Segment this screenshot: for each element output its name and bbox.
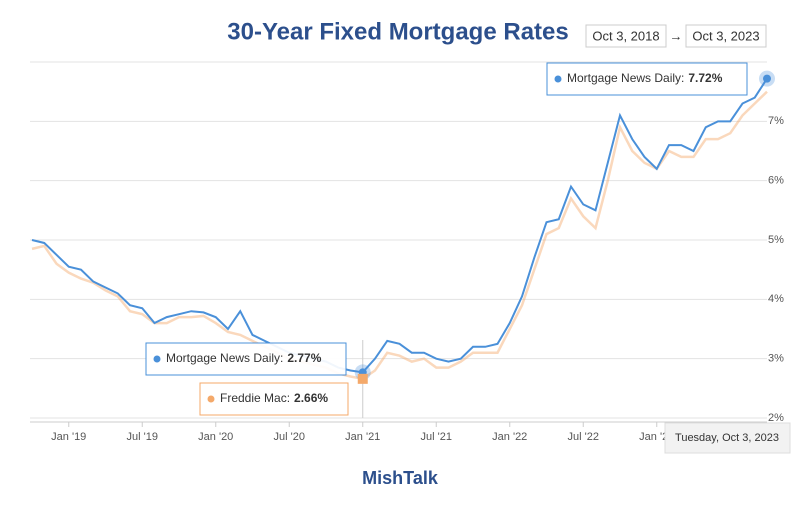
tooltip-text: Freddie Mac: 2.66%: [220, 391, 328, 405]
x-tick-label: Jan '19: [51, 431, 86, 443]
tooltip-text: Mortgage News Daily: 7.72%: [567, 71, 723, 85]
tooltip-dot: [207, 395, 215, 403]
tooltip-label: Mortgage News Daily:: [567, 71, 684, 85]
tooltip-value: 2.77%: [287, 351, 321, 365]
tooltip-box: [199, 382, 349, 416]
tooltip-label: Mortgage News Daily:: [166, 351, 283, 365]
x-tick-label: Jan '21: [345, 431, 380, 443]
x-tick-label: Jan '20: [198, 431, 233, 443]
hover-marker: [763, 74, 771, 83]
y-tick-label: 6%: [768, 175, 784, 187]
x-tick-label: Jan '22: [492, 431, 527, 443]
footer: MishTalk: [362, 468, 439, 488]
range-end-box[interactable]: [685, 24, 767, 48]
x-tick-label: Jul '21: [421, 431, 452, 443]
range-arrow: →: [670, 28, 683, 43]
tooltip-dot: [554, 75, 562, 83]
chart-title: 30-Year Fixed Mortgage Rates: [227, 18, 568, 45]
range-end[interactable]: Oct 3, 2023: [692, 28, 759, 43]
y-tick-label: 4%: [768, 293, 784, 305]
tooltip-text: Mortgage News Daily: 2.77%: [166, 351, 322, 365]
series-line: [31, 78, 768, 374]
y-tick-label: 2%: [768, 412, 784, 424]
tooltip-value: 7.72%: [688, 71, 722, 85]
range-start[interactable]: Oct 3, 2018: [592, 28, 659, 43]
series-line: [31, 90, 768, 381]
date-tooltip-box: [664, 422, 791, 454]
tooltip-box: [145, 342, 347, 376]
tooltip-value: 2.66%: [294, 391, 328, 405]
y-tick-label: 5%: [768, 234, 784, 246]
range-start-box[interactable]: [585, 24, 667, 48]
x-tick-label: Jul '22: [568, 431, 599, 443]
tooltip-label: Freddie Mac:: [220, 391, 290, 405]
tooltip-box: [546, 62, 748, 96]
x-tick-label: Jul '20: [274, 431, 305, 443]
tooltip-dot: [153, 355, 161, 363]
y-tick-label: 3%: [768, 353, 784, 365]
date-tooltip: Tuesday, Oct 3, 2023: [675, 432, 779, 444]
y-tick-label: 7%: [768, 115, 784, 127]
hover-marker: [357, 373, 368, 384]
x-tick-label: Jul '19: [127, 431, 158, 443]
